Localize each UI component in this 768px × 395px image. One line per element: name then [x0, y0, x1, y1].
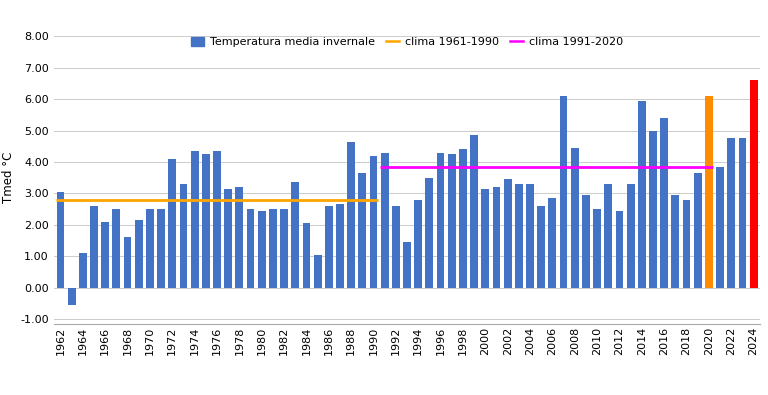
Bar [280, 209, 288, 288]
Bar [414, 200, 422, 288]
Bar [157, 209, 165, 288]
Bar [571, 148, 578, 288]
Bar [90, 206, 98, 288]
Bar [359, 173, 366, 288]
Bar [202, 154, 210, 288]
Bar [146, 209, 154, 288]
Bar [604, 184, 612, 288]
Bar [470, 135, 478, 288]
Bar [336, 205, 344, 288]
Bar [683, 200, 690, 288]
Bar [79, 253, 87, 288]
Bar [224, 189, 232, 288]
Bar [247, 209, 254, 288]
Bar [615, 211, 624, 288]
Y-axis label: Tmed °C: Tmed °C [2, 152, 15, 203]
Bar [750, 80, 757, 288]
Bar [392, 206, 400, 288]
Bar [258, 211, 266, 288]
Bar [190, 151, 199, 288]
Bar [303, 223, 310, 288]
Bar [582, 195, 590, 288]
Bar [68, 288, 75, 305]
Bar [448, 154, 455, 288]
Bar [482, 189, 489, 288]
Bar [705, 96, 713, 288]
Bar [437, 152, 445, 288]
Bar [649, 131, 657, 288]
Bar [313, 255, 322, 288]
Legend: Temperatura media invernale, clima 1961-1990, clima 1991-2020: Temperatura media invernale, clima 1961-… [191, 37, 623, 47]
Bar [124, 237, 131, 288]
Bar [627, 184, 634, 288]
Bar [101, 222, 109, 288]
Bar [671, 195, 679, 288]
Bar [112, 209, 121, 288]
Bar [57, 192, 65, 288]
Bar [593, 209, 601, 288]
Bar [538, 206, 545, 288]
Bar [381, 152, 389, 288]
Bar [504, 179, 511, 288]
Bar [727, 139, 735, 288]
Bar [638, 101, 646, 288]
Bar [560, 96, 568, 288]
Bar [660, 118, 668, 288]
Bar [403, 242, 411, 288]
Bar [180, 184, 187, 288]
Bar [236, 187, 243, 288]
Bar [269, 209, 276, 288]
Bar [369, 156, 377, 288]
Bar [347, 141, 355, 288]
Bar [694, 173, 702, 288]
Bar [325, 206, 333, 288]
Bar [716, 167, 724, 288]
Bar [168, 159, 176, 288]
Bar [515, 184, 523, 288]
Bar [425, 178, 433, 288]
Bar [548, 198, 556, 288]
Bar [135, 220, 143, 288]
Bar [459, 149, 467, 288]
Bar [739, 139, 746, 288]
Bar [213, 151, 221, 288]
Bar [492, 187, 501, 288]
Bar [291, 182, 300, 288]
Bar [526, 184, 534, 288]
